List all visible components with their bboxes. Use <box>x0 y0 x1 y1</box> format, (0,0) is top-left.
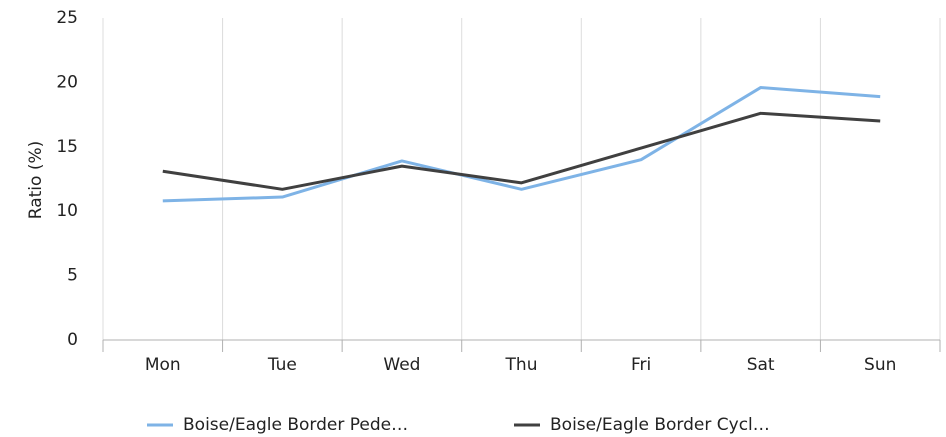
y-axis-label: Ratio (%) <box>26 141 46 219</box>
y-tick-label: 5 <box>67 266 78 286</box>
y-tick-label: 25 <box>56 8 78 28</box>
y-tick-label: 0 <box>67 330 78 350</box>
x-tick-label: Thu <box>505 355 538 375</box>
series-line <box>162 86 881 203</box>
legend-label: Boise/Eagle Border Cycl… <box>550 415 770 435</box>
x-tick-label: Sat <box>747 355 775 375</box>
x-tick-label: Wed <box>383 355 420 375</box>
y-tick-label: 20 <box>56 72 78 92</box>
x-tick-label: Mon <box>145 355 181 375</box>
legend-label: Boise/Eagle Border Pede… <box>183 415 408 435</box>
y-tick-label: 15 <box>56 137 78 157</box>
x-tick-label: Fri <box>631 355 651 375</box>
series-line <box>162 111 881 191</box>
x-tick-label: Tue <box>267 355 297 375</box>
y-tick-label: 10 <box>56 201 78 221</box>
x-tick-label: Sun <box>864 355 896 375</box>
